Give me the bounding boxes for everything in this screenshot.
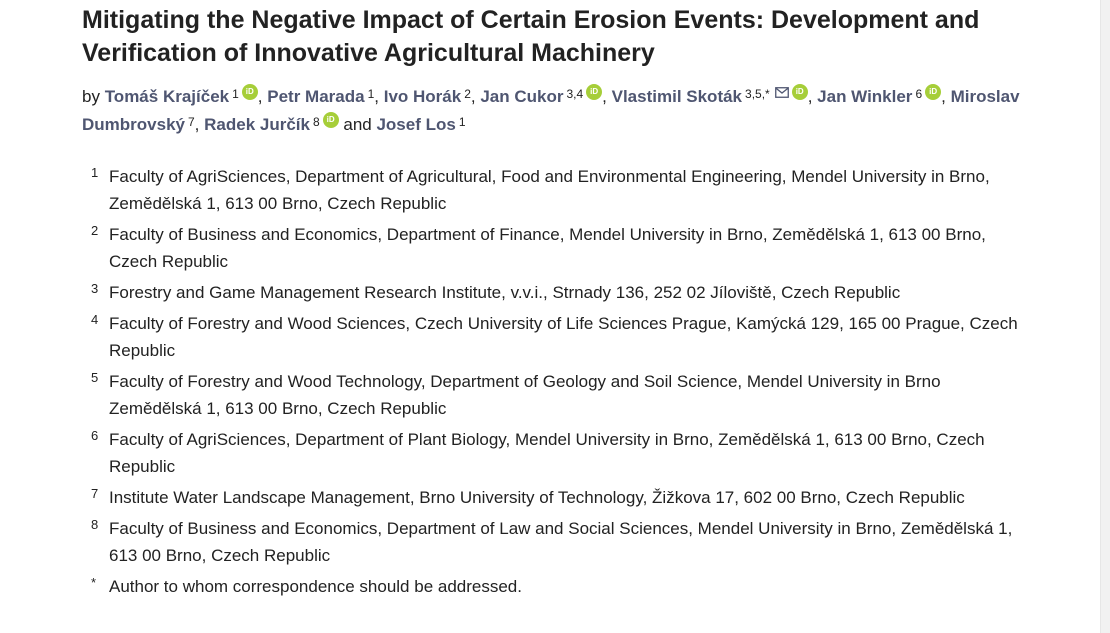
- affiliation-number: 5: [91, 370, 99, 385]
- byline-prefix: by: [82, 87, 105, 106]
- affiliation-number: 4: [91, 312, 99, 327]
- affiliation-number: 1: [91, 165, 99, 180]
- affiliation-item: 7 Institute Water Landscape Management, B…: [82, 484, 1022, 511]
- author-link[interactable]: Petr Marada: [267, 87, 365, 106]
- orcid-icon[interactable]: iD: [925, 84, 942, 100]
- affiliation-ref: 8: [312, 115, 320, 129]
- affiliation-ref: 7: [187, 115, 195, 129]
- author-link[interactable]: Miroslav Dumbrovský: [82, 87, 1020, 134]
- author-separator: ,: [194, 115, 205, 134]
- affiliation-item: 2 Faculty of Business and Economics, Depa…: [82, 221, 1022, 275]
- article-title: Mitigating the Negative Impact of Certai…: [82, 6, 980, 67]
- envelope-icon[interactable]: [774, 87, 789, 98]
- orcid-icon[interactable]: iD: [322, 112, 339, 128]
- affiliation-item: 1 Faculty of AgriSciences, Department of …: [82, 163, 1022, 217]
- vertical-scrollbar[interactable]: [1100, 0, 1110, 633]
- affiliation-item: 4 Faculty of Forestry and Wood Sciences, …: [82, 310, 1022, 364]
- affiliation-ref: 1: [232, 87, 239, 101]
- affiliation-ref: 2: [464, 87, 471, 101]
- affiliation-number: 7: [91, 486, 99, 501]
- affiliation-ref: 1: [458, 115, 466, 129]
- author-separator: ,: [374, 87, 384, 106]
- affiliation-text: Faculty of Business and Economics, Depar…: [109, 519, 1013, 565]
- affiliation-list: 1 Faculty of AgriSciences, Department of …: [82, 163, 1022, 604]
- affiliation-item: * Author to whom correspondence should be…: [82, 573, 1022, 600]
- author-link[interactable]: Jan Cukor: [480, 87, 564, 106]
- affiliation-number: 6: [91, 428, 99, 443]
- affiliation-ref: 3,5,*: [745, 87, 770, 101]
- affiliation-number: 3: [91, 281, 99, 296]
- author-separator: ,: [941, 87, 951, 106]
- affiliation-number: 2: [91, 223, 99, 238]
- affiliation-text: Faculty of Forestry and Wood Sciences, C…: [109, 314, 1018, 360]
- orcid-icon[interactable]: iD: [586, 84, 603, 100]
- affiliation-text: Author to whom correspondence should be …: [109, 577, 522, 596]
- affiliation-text: Faculty of Business and Economics, Depar…: [109, 225, 986, 271]
- author-link[interactable]: Radek Jurčík: [204, 115, 310, 134]
- author-link[interactable]: Josef Los: [376, 115, 456, 134]
- author-link[interactable]: Ivo Horák: [383, 87, 462, 106]
- author-separator: ,: [470, 87, 481, 106]
- author-separator: ,: [807, 87, 818, 106]
- affiliation-item: 8 Faculty of Business and Economics, Depa…: [82, 515, 1022, 569]
- orcid-icon[interactable]: iD: [241, 84, 258, 100]
- author-separator: ,: [257, 87, 268, 106]
- author-link[interactable]: Vlastimil Skoták: [611, 87, 743, 106]
- affiliation-ref: 1: [367, 87, 375, 101]
- author-list: by Tomáš Krajíček 1 iD, Petr Marada 1, Ivo …: [82, 83, 1022, 139]
- affiliation-ref: 6: [915, 87, 923, 101]
- article-header: Mitigating the Negative Impact of Certai…: [82, 4, 1022, 596]
- affiliation-number: 8: [91, 517, 99, 532]
- affiliation-text: Forestry and Game Management Research In…: [109, 283, 901, 302]
- affiliation-number: *: [91, 575, 97, 590]
- affiliation-text: Faculty of Forestry and Wood Technology,…: [109, 372, 941, 418]
- affiliation-text: Faculty of AgriSciences, Department of A…: [109, 167, 990, 213]
- affiliation-text: Institute Water Landscape Management, Br…: [109, 488, 965, 507]
- affiliation-ref: 3,4: [566, 87, 584, 101]
- author-link[interactable]: Jan Winkler: [817, 87, 913, 106]
- affiliation-item: 5 Faculty of Forestry and Wood Technology…: [82, 368, 1022, 422]
- affiliation-item: 6 Faculty of AgriSciences, Department of …: [82, 426, 1022, 480]
- author-link[interactable]: Tomáš Krajíček: [104, 87, 230, 106]
- affiliation-text: Faculty of AgriSciences, Department of P…: [109, 430, 985, 476]
- author-separator: ,: [602, 87, 612, 106]
- affiliation-item: 3 Forestry and Game Management Research I…: [82, 279, 1022, 306]
- byline-conjunction: and: [338, 115, 377, 134]
- orcid-icon[interactable]: iD: [791, 84, 808, 100]
